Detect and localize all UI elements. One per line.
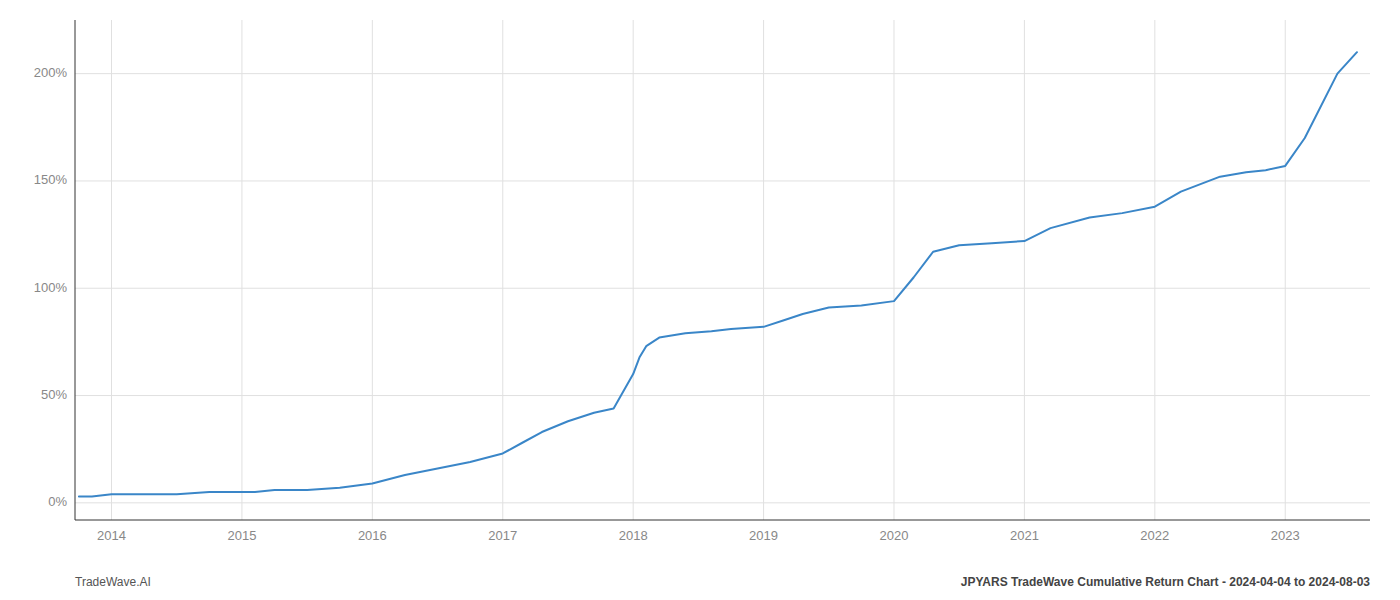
plot-area [79, 52, 1357, 496]
y-tick-label: 150% [34, 172, 68, 187]
x-axis-line [75, 520, 1370, 521]
x-tick-label: 2018 [619, 528, 648, 543]
x-tick-label: 2014 [97, 528, 126, 543]
x-grid-line [763, 20, 764, 520]
x-grid-line [633, 20, 634, 520]
title: JPYARS TradeWave Cumulative Return Chart… [961, 575, 1371, 589]
watermark: TradeWave.AI [75, 575, 151, 589]
chart: 0% 50% 100% 150% 200% 2014 2015 2016 2017 2018 201… [0, 0, 1400, 600]
x-grid-line [1024, 20, 1025, 520]
x-tick-label: 2020 [880, 528, 909, 543]
y-tick-label: 50% [41, 387, 67, 402]
x-grid-line [111, 20, 112, 520]
y-tick-label: 200% [34, 65, 68, 80]
y-grid-line [75, 502, 1370, 503]
x-tick-label: 2016 [358, 528, 387, 543]
x-grid-line [372, 20, 373, 520]
x-grid-line [1154, 20, 1155, 520]
background [0, 0, 1400, 600]
y-grid-line [75, 180, 1370, 181]
y-grid-line [75, 288, 1370, 289]
y-axis-line [75, 20, 76, 520]
x-grid-line [1285, 20, 1286, 520]
x-tick-label: 2019 [749, 528, 778, 543]
y-grid-line [75, 73, 1370, 74]
y-grid-line [75, 395, 1370, 396]
y-tick-label: 100% [34, 280, 68, 295]
x-grid-line [893, 20, 894, 520]
y-tick-label: 0% [48, 494, 67, 509]
x-tick-label: 2021 [1010, 528, 1039, 543]
grid [75, 20, 1370, 520]
line [79, 52, 1357, 496]
x-grid-line [502, 20, 503, 520]
x-tick-label: 2022 [1140, 528, 1169, 543]
x-tick-label: 2023 [1271, 528, 1300, 543]
x-tick-label: 2015 [227, 528, 256, 543]
x-tick-label: 2017 [488, 528, 517, 543]
x-grid-line [241, 20, 242, 520]
